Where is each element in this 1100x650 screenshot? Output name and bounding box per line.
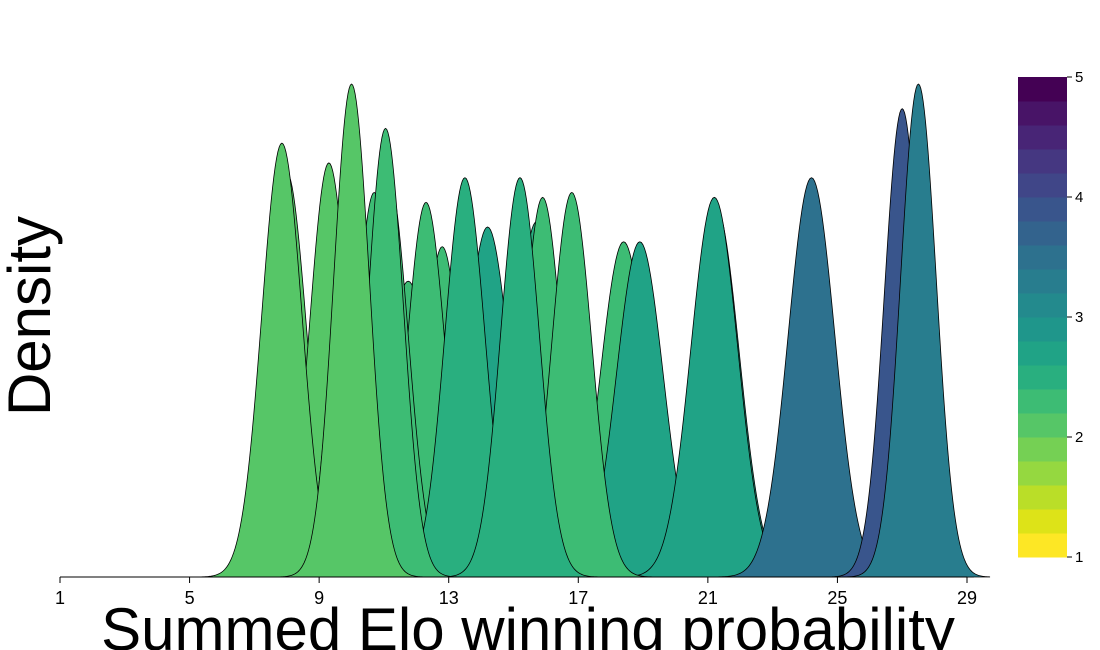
colorbar-segment — [1018, 149, 1067, 174]
x-tick-label: 21 — [698, 588, 718, 608]
colorbar-segment — [1018, 77, 1067, 102]
x-axis: 1 5 9 13 17 21 25 29 — [55, 576, 977, 608]
x-tick-label: 25 — [827, 588, 847, 608]
density-curves — [201, 83, 991, 578]
colorbar-segment — [1018, 341, 1067, 366]
colorbar-tick-label: 3 — [1075, 309, 1083, 326]
colorbar-segment — [1018, 365, 1067, 390]
x-tick-label: 13 — [439, 588, 459, 608]
colorbar-segment — [1018, 293, 1067, 318]
colorbar-segment — [1018, 125, 1067, 150]
x-tick-label: 5 — [185, 588, 195, 608]
colorbar-segment — [1018, 389, 1067, 414]
colorbar-tick-label: 2 — [1075, 429, 1083, 446]
colorbar-segment — [1018, 101, 1067, 126]
colorbar-tick-label: 5 — [1075, 69, 1083, 86]
colorbar-segment — [1018, 485, 1067, 510]
x-tick-label: 1 — [55, 588, 65, 608]
density-curve — [441, 177, 599, 578]
colorbar-segment — [1018, 461, 1067, 486]
colorbar-segment — [1018, 269, 1067, 294]
density-curve — [846, 83, 991, 578]
colorbar-legend: 1 2 3 4 5 — [1018, 69, 1083, 566]
x-tick-label: 9 — [314, 588, 324, 608]
colorbar-segment — [1018, 413, 1067, 438]
density-curve — [279, 83, 424, 578]
colorbar-segment — [1018, 533, 1067, 558]
y-axis-title: Density — [0, 216, 63, 416]
x-axis-title: Summed Elo winning probability — [101, 596, 955, 650]
x-tick-label: 17 — [568, 588, 588, 608]
x-tick-label: 29 — [957, 588, 977, 608]
colorbar-segment — [1018, 437, 1067, 462]
colorbar-segment — [1018, 509, 1067, 534]
colorbar-segment — [1018, 245, 1067, 270]
colorbar-segment — [1018, 317, 1067, 342]
colorbar-segment — [1018, 173, 1067, 198]
colorbar-segment — [1018, 221, 1067, 246]
colorbar-segment — [1018, 197, 1067, 222]
colorbar-tick-label: 1 — [1075, 549, 1083, 566]
colorbar-tick-label: 4 — [1075, 189, 1083, 206]
